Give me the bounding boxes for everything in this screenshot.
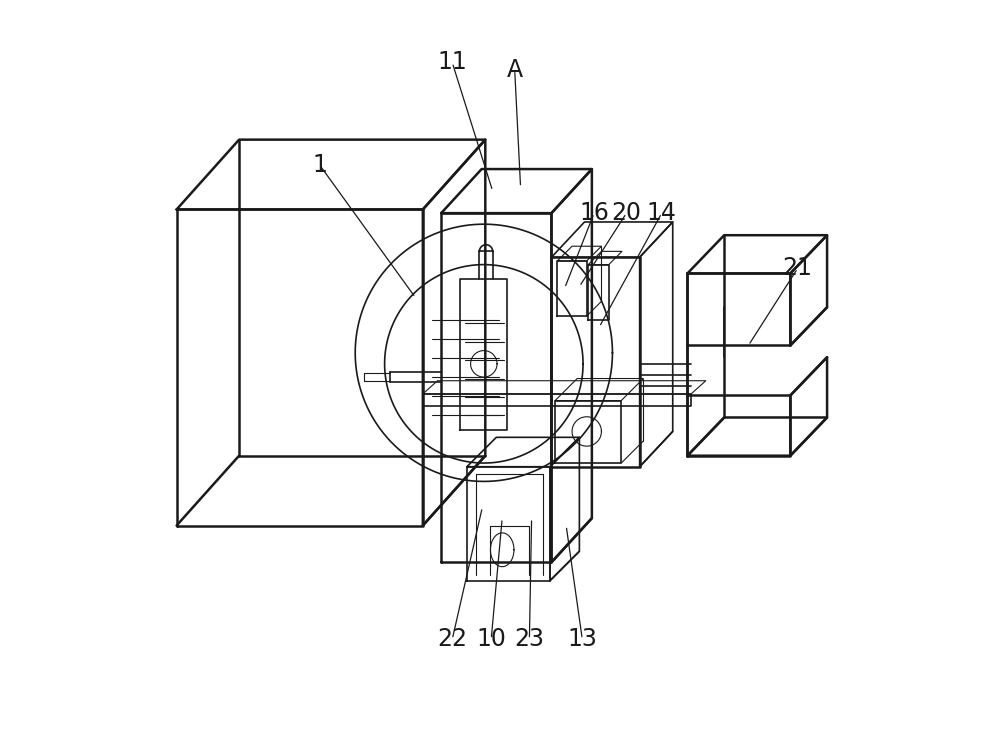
Text: 20: 20 bbox=[611, 201, 641, 225]
Text: 14: 14 bbox=[647, 201, 677, 225]
Text: 11: 11 bbox=[437, 51, 467, 74]
Text: 13: 13 bbox=[567, 628, 597, 651]
Text: 23: 23 bbox=[514, 628, 544, 651]
Text: 16: 16 bbox=[579, 201, 609, 225]
Text: 22: 22 bbox=[437, 628, 467, 651]
Text: 1: 1 bbox=[312, 154, 327, 177]
Text: 21: 21 bbox=[783, 257, 813, 280]
Text: 10: 10 bbox=[476, 628, 506, 651]
Text: A: A bbox=[507, 58, 523, 82]
